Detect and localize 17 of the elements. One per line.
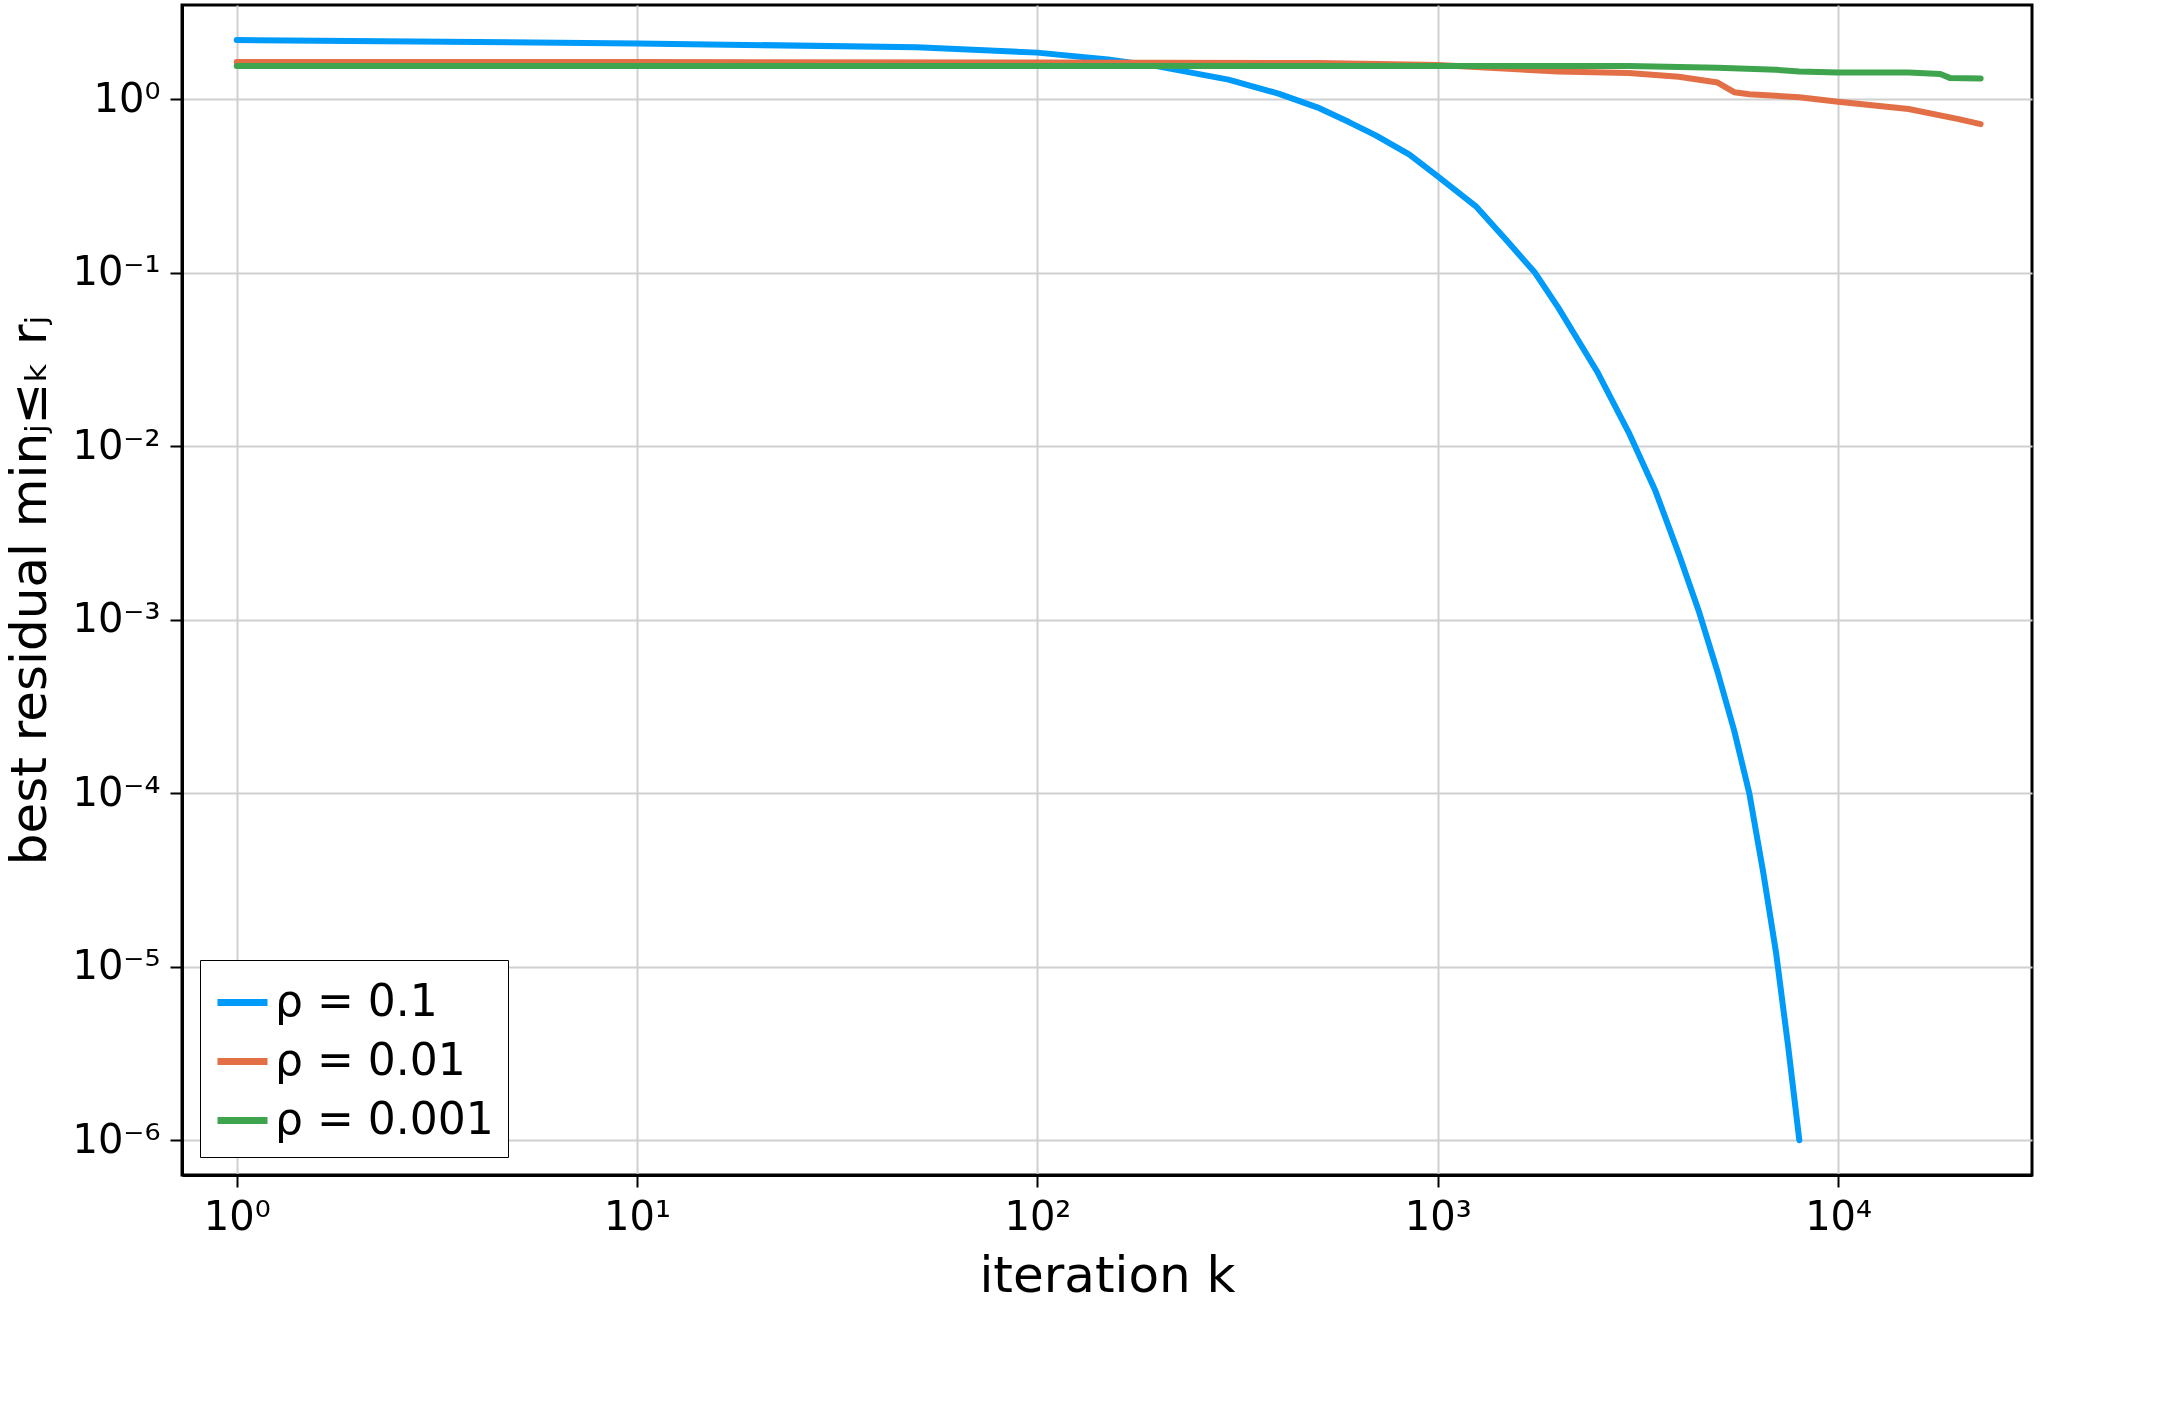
x-tick-label: 10¹ [604,1192,672,1239]
y-tick-label: 10⁻⁴ [72,768,161,815]
x-axis-title: iteration k [979,1245,1236,1304]
y-tick-label: 10⁰ [93,74,161,121]
legend-label: ρ = 0.1 [275,974,438,1026]
x-tick-label: 10⁰ [203,1192,271,1239]
y-tick-label: 10⁻¹ [72,248,161,295]
y-axis-title: best residual minⱼ≤ₖ rⱼ [0,315,59,866]
x-tick-label: 10² [1004,1192,1072,1239]
y-tick-label: 10⁻⁵ [72,942,161,989]
x-tick-label: 10³ [1404,1192,1472,1239]
legend-label: ρ = 0.01 [275,1033,466,1085]
y-tick-label: 10⁻⁶ [72,1115,161,1162]
y-tick-label: 10⁻² [72,421,161,468]
legend-label: ρ = 0.001 [275,1092,494,1144]
x-tick-label: 10⁴ [1805,1192,1873,1239]
y-tick-label: 10⁻³ [72,595,161,642]
